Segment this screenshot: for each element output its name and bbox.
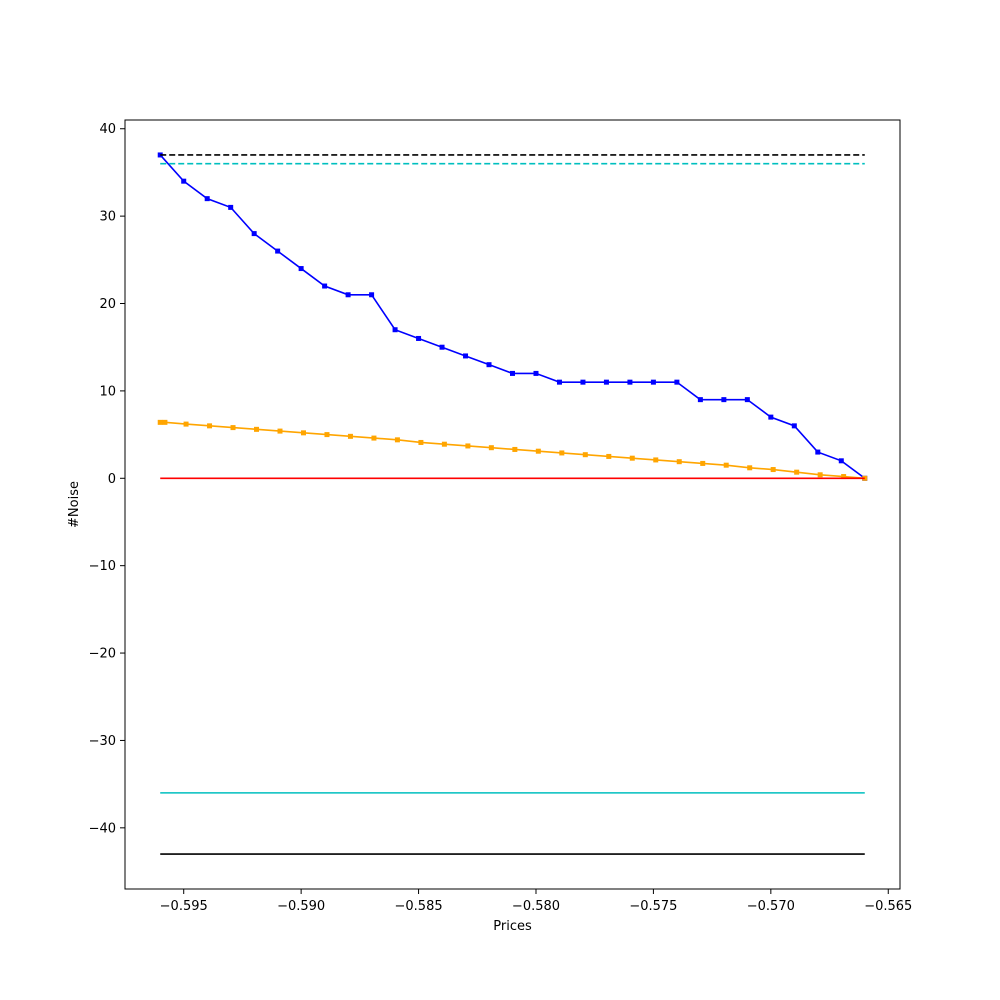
data-point: [230, 425, 236, 431]
y-axis-label: #Noise: [67, 481, 82, 528]
data-point: [371, 435, 377, 441]
data-point: [324, 432, 330, 438]
data-point: [700, 460, 706, 466]
data-point: [627, 379, 633, 385]
data-point: [838, 458, 844, 464]
data-point: [747, 465, 753, 471]
data-point: [841, 474, 847, 480]
data-point: [439, 344, 445, 350]
y-tick-label: 30: [99, 210, 116, 225]
data-point: [463, 353, 469, 359]
data-point: [418, 439, 424, 445]
data-point: [512, 446, 518, 452]
plot-area: [157, 152, 868, 855]
data-point: [559, 450, 565, 456]
data-point: [794, 469, 800, 475]
data-point: [817, 472, 823, 478]
data-point: [510, 370, 515, 376]
data-point: [721, 397, 727, 403]
data-point: [254, 426, 260, 432]
data-point: [228, 204, 234, 210]
plot-frame: [124, 119, 901, 890]
data-point: [744, 397, 750, 403]
data-point: [674, 379, 680, 385]
data-point: [582, 452, 588, 458]
data-point: [650, 379, 656, 385]
data-point: [770, 467, 776, 473]
data-point: [369, 292, 375, 298]
data-point: [394, 437, 400, 443]
data-point: [162, 419, 168, 425]
data-point: [322, 283, 328, 289]
data-point: [815, 449, 821, 455]
y-tick-label: −10: [89, 559, 116, 574]
data-point: [556, 379, 562, 385]
x-tick-label: −0.580: [512, 899, 560, 914]
data-point: [580, 379, 586, 385]
x-tick-label: −0.570: [747, 899, 795, 914]
y-tick-label: 40: [99, 122, 116, 137]
x-axis: −0.595 −0.590 −0.585 −0.580 −0.575 −0.570 −0.5…: [160, 889, 912, 914]
data-point: [298, 266, 304, 272]
data-point: [603, 379, 609, 385]
x-tick-label: −0.565: [864, 899, 912, 914]
data-point: [392, 327, 398, 333]
y-tick-label: −30: [89, 734, 116, 749]
data-point: [157, 419, 163, 425]
data-point: [157, 152, 163, 158]
data-point: [183, 421, 189, 427]
x-axis-label: Prices: [493, 919, 532, 934]
data-point: [345, 292, 351, 298]
x-tick-label: −0.575: [629, 899, 677, 914]
data-point: [862, 475, 868, 481]
data-point: [653, 457, 659, 463]
data-point: [488, 445, 494, 451]
y-tick-label: 10: [99, 384, 116, 399]
y-tick-label: 0: [108, 472, 116, 487]
data-point: [181, 178, 187, 184]
data-point: [723, 462, 729, 468]
data-point: [347, 433, 353, 439]
data-point: [533, 370, 539, 376]
y-tick-label: 20: [99, 297, 116, 312]
data-point: [629, 455, 635, 461]
data-point: [768, 414, 774, 420]
data-point: [416, 335, 422, 341]
data-point: [275, 248, 281, 254]
data-point: [300, 430, 306, 436]
x-tick-label: −0.585: [395, 899, 443, 914]
data-point: [676, 459, 682, 465]
data-point: [441, 441, 447, 447]
x-tick-label: −0.590: [277, 899, 325, 914]
data-point: [207, 423, 213, 429]
data-point: [486, 362, 492, 368]
y-axis: 40 30 20 10 0 −10 −20 −30 −40: [89, 122, 125, 836]
x-tick-label: −0.595: [160, 899, 208, 914]
data-point: [277, 428, 283, 434]
data-point: [791, 423, 797, 429]
data-point: [465, 443, 471, 449]
y-tick-label: −40: [89, 821, 116, 836]
data-point: [697, 397, 703, 403]
data-point: [204, 196, 210, 202]
series-line: [160, 421, 865, 480]
data-point: [535, 448, 541, 454]
data-point: [606, 453, 612, 459]
y-tick-label: −20: [89, 647, 116, 662]
data-point: [251, 231, 257, 237]
